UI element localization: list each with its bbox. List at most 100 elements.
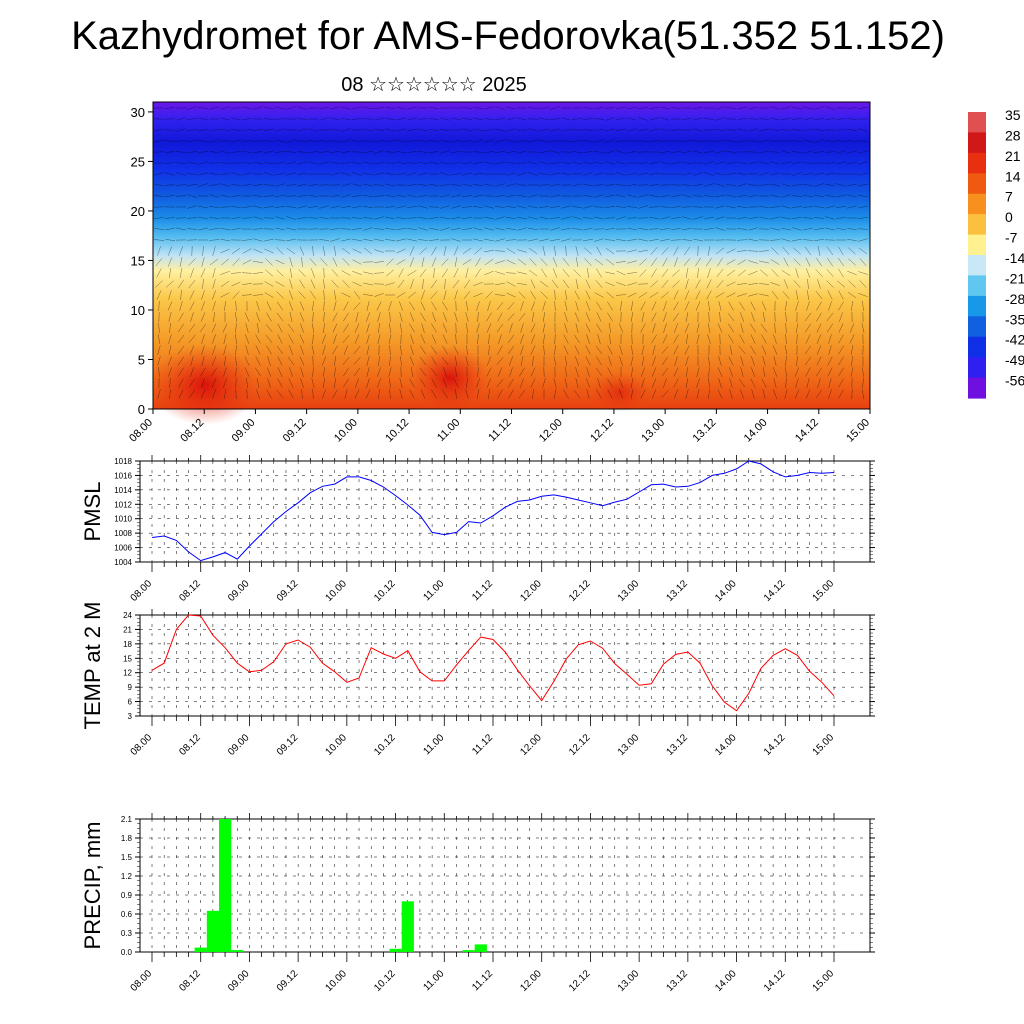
wind-vector [431,246,437,256]
wind-vector [486,323,492,333]
wind-vector [604,184,616,186]
wind-vector [396,248,406,254]
y-tick-label: 1012 [114,500,132,509]
wind-vector [586,268,590,278]
wind-vector [264,172,274,176]
wind-vector [495,282,505,286]
wind-vector [241,129,253,131]
wind-vector [386,269,394,277]
y-tick-label: 1016 [114,471,132,480]
wind-vector [505,272,517,274]
wind-vector [695,301,701,311]
wind-vector [685,334,689,344]
wind-vector [847,239,857,241]
wind-vector [740,356,744,366]
wind-vector [638,238,648,242]
wind-vector [707,334,711,344]
wind-vector [663,312,667,322]
wind-vector [199,323,207,333]
wind-vector [803,183,813,187]
wind-vector [506,117,516,121]
wind-vector [528,227,538,231]
wind-vector [486,356,492,366]
wind-vector [672,312,680,322]
wind-vector [781,227,791,231]
y-tick-label: 21 [123,625,132,634]
x-tick-label: 14.00 [713,968,739,994]
wind-vector [550,194,560,198]
wind-vector [651,268,657,278]
wind-vector [641,367,645,377]
wind-vector [806,301,810,311]
wind-vector [352,106,362,110]
wind-vector [597,378,601,388]
wind-vector [816,334,822,344]
wind-vector [847,205,857,209]
wind-vector [795,378,799,388]
wind-vector [277,356,283,366]
wind-vector [542,301,546,311]
wind-vector [242,150,252,154]
wind-vector [252,272,264,274]
wind-vector [751,389,755,399]
wind-vector [441,258,449,266]
wind-vector [572,139,582,143]
wind-vector [692,195,704,197]
wind-vector [220,194,230,198]
wind-vector [231,216,241,220]
wind-vector [791,118,803,120]
wind-vector [781,238,791,242]
wind-vector [450,118,462,120]
wind-vector [465,389,469,399]
wind-vector [539,139,549,143]
y-tick-label: 1010 [114,515,132,524]
wind-vector [406,140,418,142]
precip-bar [401,901,414,952]
wind-vector [708,311,710,323]
wind-vector [773,356,777,366]
wind-vector [796,355,798,367]
wind-vector [795,301,799,311]
wind-vector [770,117,780,121]
wind-vector [477,311,479,323]
wind-vector [785,355,787,367]
wind-vector [619,356,623,366]
wind-vector [660,106,670,110]
wind-vector [550,205,560,209]
wind-vector [609,323,611,333]
wind-vector [389,378,391,388]
x-tick-label: 09.12 [275,578,301,604]
wind-vector [311,378,315,388]
wind-vector [461,107,473,109]
wind-vector [738,346,746,354]
wind-vector [429,216,439,220]
pmsl-series-line [151,460,835,562]
x-tick-label: 14.00 [742,417,770,445]
wind-vector [235,322,237,334]
colorbar-label: 14 [1005,168,1021,184]
wind-vector [187,139,197,143]
wind-vector [660,128,670,132]
wind-vector [377,378,381,388]
wind-vector [256,323,260,333]
wind-vector [747,118,759,120]
wind-vector [201,301,205,311]
x-tick-label: 11.12 [470,968,495,993]
x-tick-label: 10.00 [332,417,360,445]
wind-vector [803,106,813,110]
wind-vector [244,356,250,366]
wind-vector [740,367,744,377]
wind-vector [366,323,370,333]
wind-vector [407,106,417,110]
wind-vector [661,268,669,278]
wind-vector [561,205,571,209]
wind-vector [704,183,714,187]
wind-vector [473,173,483,175]
wind-vector [660,161,670,165]
wind-vector [396,150,406,154]
wind-vector [252,162,264,164]
wind-vector [253,150,263,154]
wind-vector [212,301,216,311]
wind-vector [355,378,359,388]
wind-vector [329,162,341,164]
